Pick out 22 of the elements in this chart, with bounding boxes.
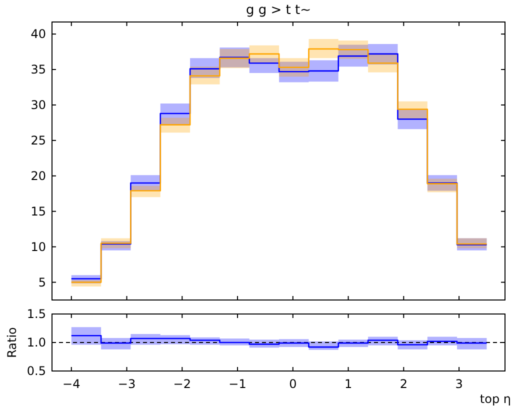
y-tick-label: 20 [30,168,46,183]
y-tick-label: 35 [30,62,46,77]
y-tick-label: 40 [30,27,46,42]
y-tick-label: 10 [30,240,46,254]
x-tick-label: −2 [173,377,191,391]
chart-title: g g > t t~ [246,3,312,18]
x-tick-label: 0 [289,377,297,391]
x-tick-label: 3 [455,377,463,391]
x-tick-label: 1 [344,377,352,391]
x-tick-label: 2 [400,377,408,391]
x-tick-label: −1 [228,377,246,391]
y-tick-label: 15 [30,204,46,218]
y-tick-label: 25 [30,133,46,148]
y-tick-label: 30 [30,98,46,112]
y-tick-label: 1.5 [26,307,46,321]
x-tick-label: −3 [118,377,136,391]
y-axis-title: Ratio [5,327,19,358]
y-tick-label: 1.0 [26,336,46,350]
y-tick-label: 5 [38,275,46,290]
x-tick-label: −4 [62,377,80,391]
y-tick-label: 0.5 [26,364,46,378]
x-axis-title: top η [480,392,511,406]
